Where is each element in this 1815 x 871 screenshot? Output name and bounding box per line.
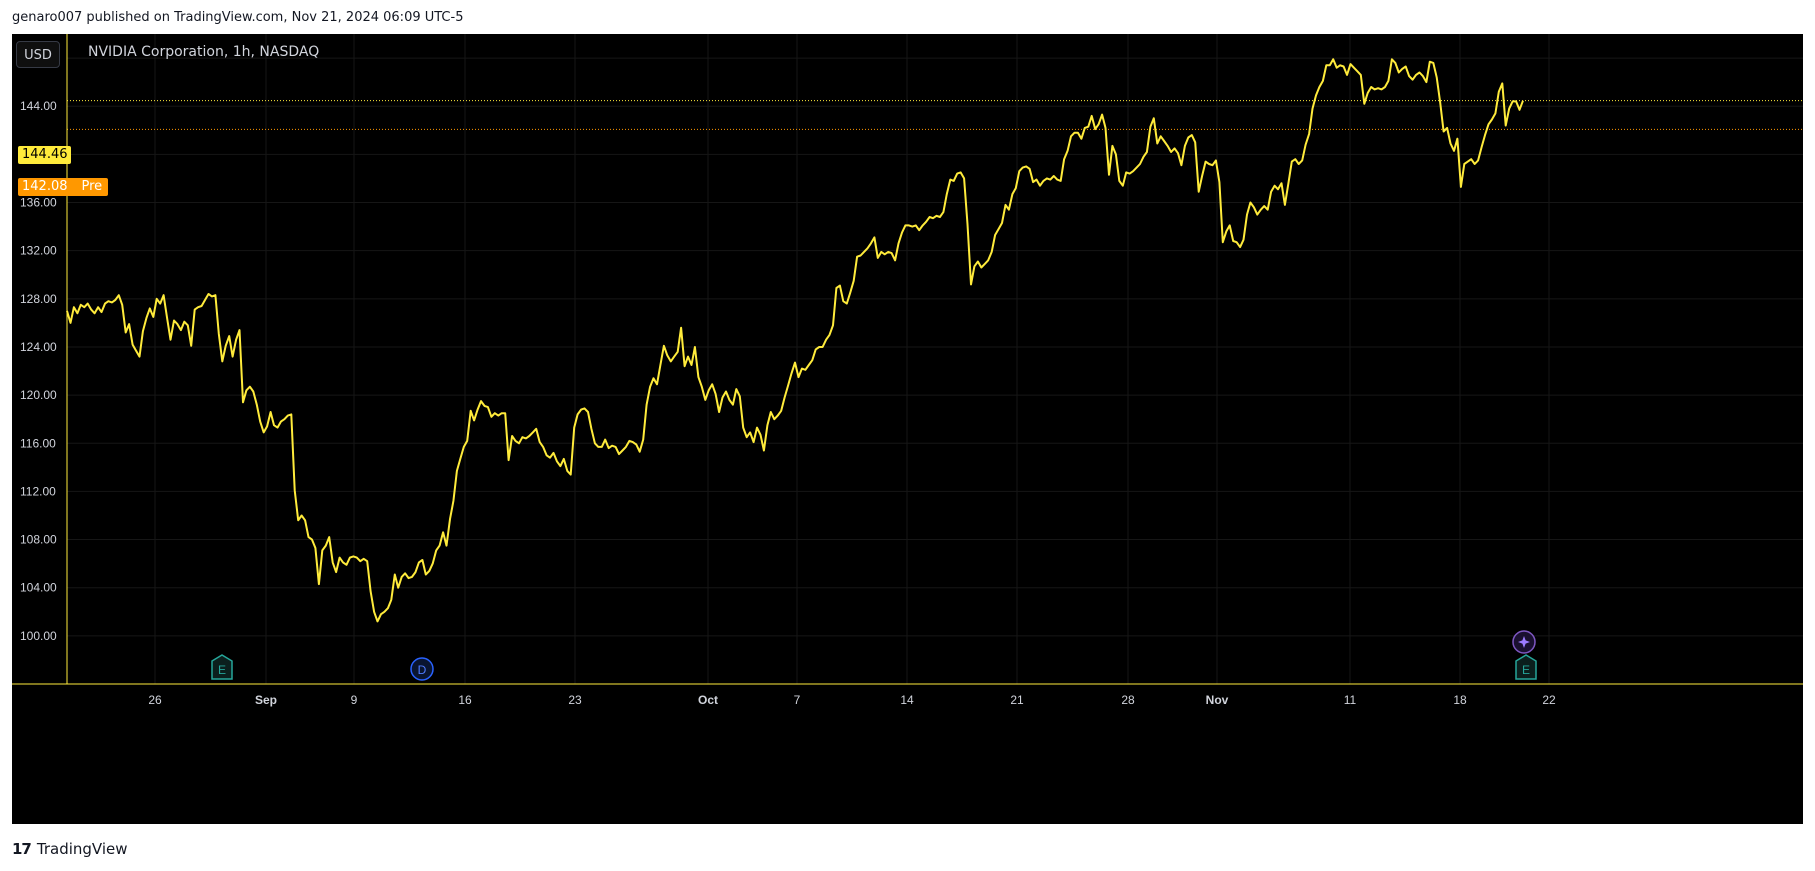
y-tick-label: 124.00 — [20, 340, 57, 354]
event-marker[interactable] — [1512, 630, 1536, 654]
x-tick-label: 26 — [148, 693, 162, 707]
y-tick-label: 120.00 — [20, 388, 57, 402]
x-tick-label: Sep — [255, 693, 277, 707]
brand-name: TradingView — [36, 840, 128, 858]
premarket-label: Pre — [81, 179, 103, 194]
sparkle-icon — [1518, 636, 1530, 648]
earnings-marker-2[interactable]: E — [1515, 654, 1537, 680]
tradingview-logo-icon: 17 — [12, 840, 32, 858]
y-tick-label: 108.00 — [20, 533, 57, 547]
y-tick-label: 132.00 — [20, 244, 57, 258]
x-tick-label: 9 — [351, 693, 358, 707]
x-tick-label: 16 — [458, 693, 472, 707]
symbol-title: NVIDIA Corporation, 1h, NASDAQ — [88, 44, 320, 60]
chart-panel[interactable]: 148.00144.00140.00136.00132.00128.00124.… — [12, 34, 1803, 824]
earnings-label: E — [218, 663, 226, 677]
x-tick-label: Oct — [698, 693, 718, 707]
x-tick-label: Nov — [1206, 693, 1229, 707]
y-tick-label: 104.00 — [20, 581, 57, 595]
y-tick-label: 136.00 — [20, 196, 57, 210]
y-tick-label: 116.00 — [20, 436, 56, 450]
x-tick-label: 28 — [1121, 693, 1135, 707]
premarket-price-tag: 142.08 Pre — [18, 178, 109, 196]
price-chart[interactable]: 148.00144.00140.00136.00132.00128.00124.… — [12, 34, 1803, 824]
earnings-marker[interactable]: E — [211, 654, 233, 680]
premarket-value: 142.08 — [22, 179, 68, 194]
dividend-marker[interactable]: D — [410, 657, 434, 681]
dividend-label: D — [418, 663, 427, 677]
currency-button[interactable]: USD — [16, 41, 60, 68]
publish-note: genaro007 published on TradingView.com, … — [12, 10, 464, 25]
x-tick-label: 11 — [1344, 693, 1357, 707]
y-tick-label: 128.00 — [20, 292, 57, 306]
last-price-tag: 144.46 — [18, 146, 71, 164]
x-tick-label: 14 — [900, 693, 914, 707]
tradingview-logo[interactable]: 17 TradingView — [12, 840, 128, 858]
y-tick-label: 144.00 — [20, 99, 57, 113]
y-tick-label: 100.00 — [20, 629, 57, 643]
series-line — [66, 58, 1524, 623]
x-tick-label: 22 — [1542, 693, 1556, 707]
x-tick-label: 23 — [568, 693, 582, 707]
x-tick-label: 7 — [794, 693, 801, 707]
x-tick-label: 18 — [1453, 693, 1467, 707]
y-tick-label: 112.00 — [20, 484, 56, 498]
x-tick-label: 21 — [1010, 693, 1024, 707]
earnings-label: E — [1522, 663, 1530, 677]
